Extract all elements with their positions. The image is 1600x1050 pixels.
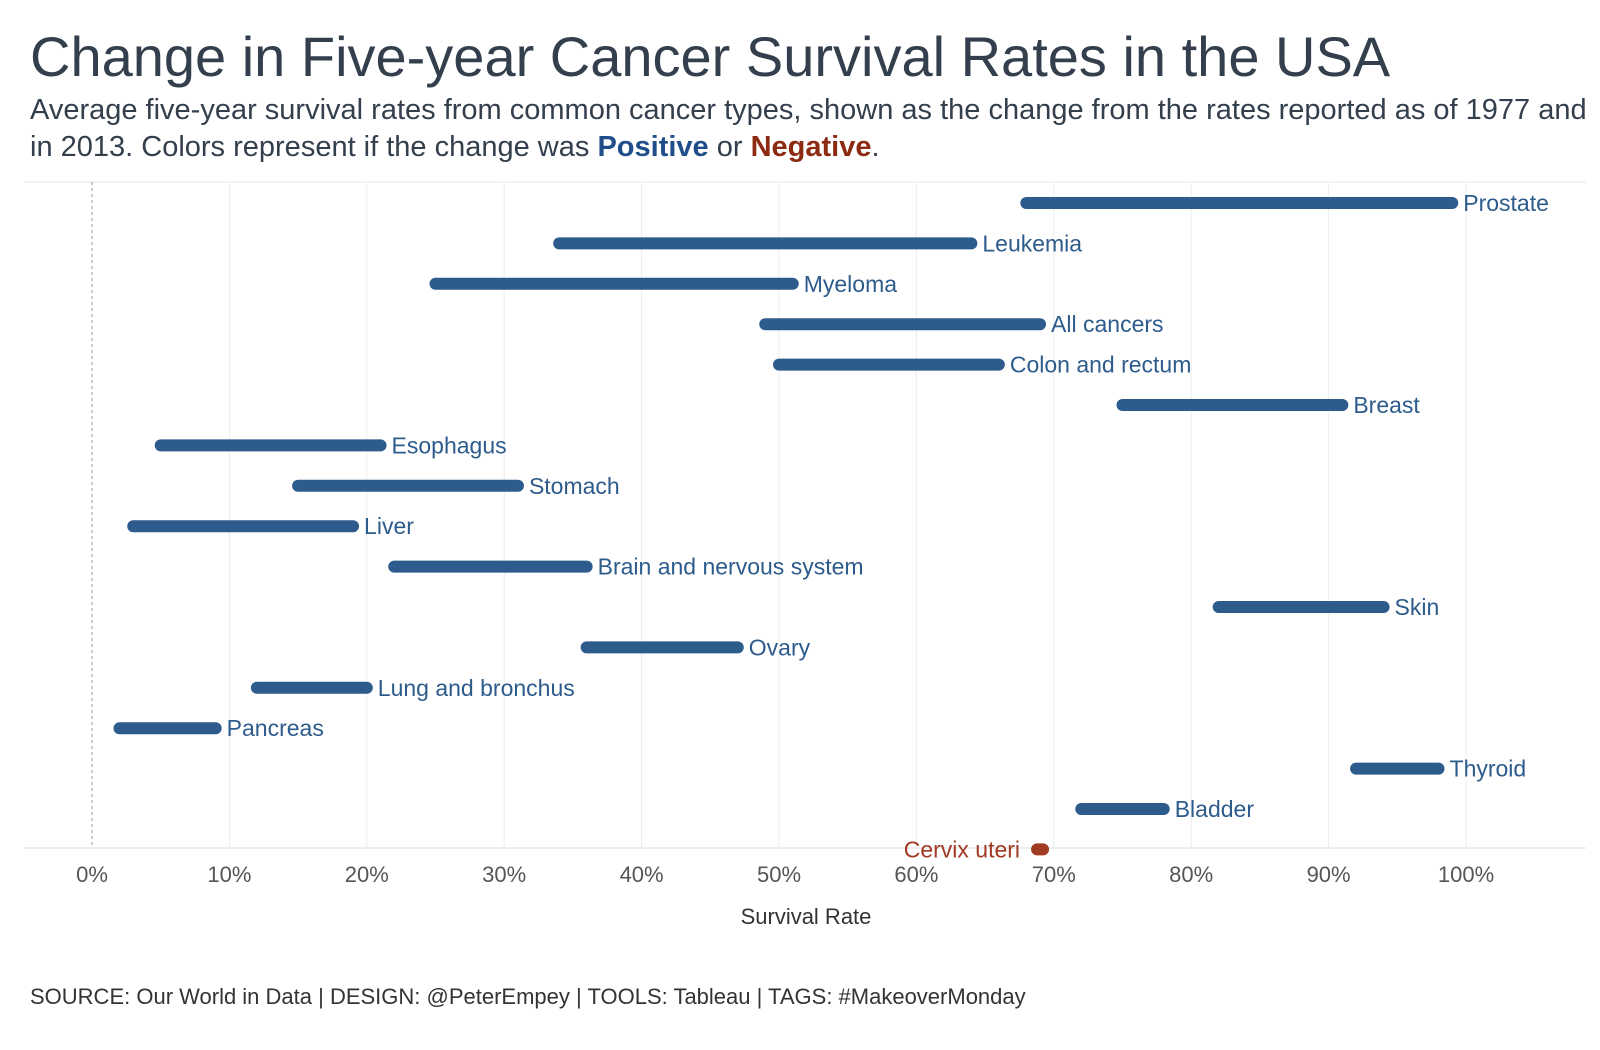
x-tick-label: 30% [482, 862, 526, 887]
series-row: Esophagus [154, 432, 507, 458]
series-label: Leukemia [982, 230, 1082, 256]
subtitle-positive-label: Positive [597, 131, 709, 163]
series-label: Liver [364, 513, 414, 539]
x-axis: 0% 10% 20% 30% 40% 50% 60% 70% 80% 90% 100% [76, 862, 1494, 887]
series-label: All cancers [1051, 311, 1163, 337]
series-row: Myeloma [429, 271, 898, 297]
series-label: Skin [1395, 594, 1440, 620]
series-label: Stomach [529, 473, 620, 499]
series-row: Ovary [580, 634, 811, 660]
series-row: Pancreas [113, 715, 324, 741]
series-label: Esophagus [392, 432, 507, 458]
series-row: All cancers [759, 311, 1164, 337]
chart-title: Change in Five-year Cancer Survival Rate… [30, 25, 1391, 88]
series-label: Breast [1353, 392, 1420, 418]
series-row: Prostate [1020, 190, 1549, 216]
series-marks: Prostate Leukemia Myeloma All cancers Colon … [113, 190, 1549, 862]
series-label: Ovary [749, 634, 811, 660]
series-row: Bladder [1075, 796, 1255, 822]
series-label: Bladder [1175, 796, 1255, 822]
subtitle-joiner: or [708, 131, 751, 163]
series-row: Colon and rectum [773, 352, 1192, 378]
chart-subtitle: Average five-year survival rates from co… [30, 92, 1590, 166]
series-row: Brain and nervous system [388, 554, 864, 580]
x-tick-label: 50% [757, 862, 801, 887]
gridlines [24, 181, 1586, 849]
source-footer: SOURCE: Our World in Data | DESIGN: @Pet… [30, 984, 1026, 1009]
series-row: Stomach [292, 473, 620, 499]
series-row: Leukemia [553, 230, 1082, 256]
x-tick-label: 20% [345, 862, 389, 887]
subtitle-end: . [871, 131, 880, 163]
series-label: Thyroid [1450, 756, 1527, 782]
x-tick-label: 80% [1169, 862, 1213, 887]
series-row: Lung and bronchus [250, 675, 575, 701]
subtitle-lead: Average five-year survival rates from co… [30, 94, 1587, 163]
x-axis-label: Survival Rate [741, 904, 872, 929]
x-tick-label: 0% [76, 862, 108, 887]
series-label: Myeloma [804, 271, 898, 297]
series-row: Liver [127, 513, 414, 539]
series-label: Lung and bronchus [378, 675, 575, 701]
x-tick-label: 90% [1307, 862, 1351, 887]
series-label: Brain and nervous system [598, 554, 864, 580]
series-label: Pancreas [227, 715, 324, 741]
x-tick-label: 70% [1032, 862, 1076, 887]
series-label: Cervix uteri [904, 836, 1020, 862]
x-tick-label: 40% [620, 862, 664, 887]
series-label: Prostate [1463, 190, 1549, 216]
x-tick-label: 10% [207, 862, 251, 887]
x-tick-label: 100% [1438, 862, 1494, 887]
series-row: Thyroid [1350, 756, 1527, 782]
dumbbell-chart: 0% 10% 20% 30% 40% 50% 60% 70% 80% 90% 100% Prosta… [24, 181, 1586, 929]
series-row: Skin [1212, 594, 1440, 620]
series-label: Colon and rectum [1010, 352, 1192, 378]
series-row: Breast [1116, 392, 1420, 418]
x-tick-label: 60% [894, 862, 938, 887]
subtitle-negative-label: Negative [750, 131, 872, 163]
series-row: Cervix uteri [904, 836, 1050, 862]
